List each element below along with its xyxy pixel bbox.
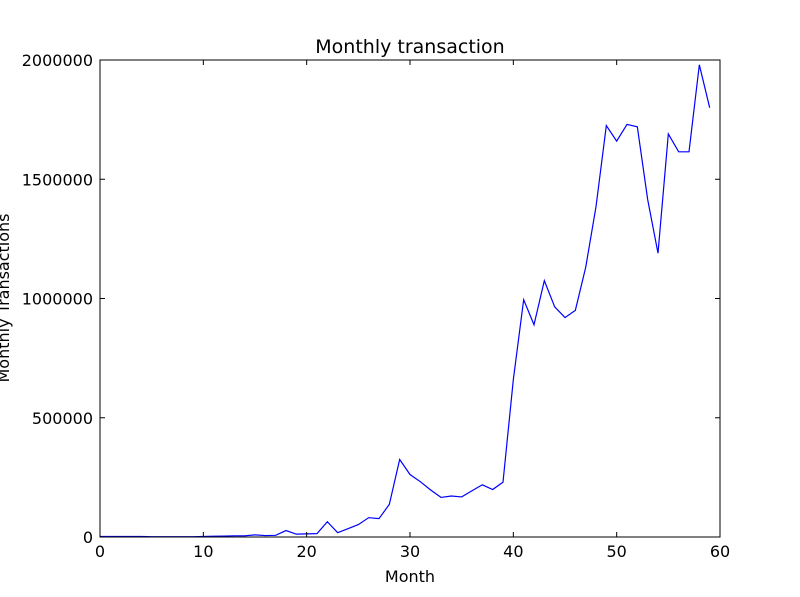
y-axis-ticks: 0 500000 1000000 1500000 2000000 [22, 51, 720, 547]
x-tick-label: 50 [606, 542, 626, 561]
y-tick-label: 1000000 [22, 290, 93, 309]
y-tick-label: 500000 [32, 409, 93, 428]
plot-area [99, 59, 721, 538]
x-tick-label: 10 [193, 542, 213, 561]
y-tick-label: 2000000 [22, 51, 93, 70]
x-tick-label: 30 [400, 542, 420, 561]
axes-frame [99, 59, 721, 538]
x-axis-ticks: 0 10 20 30 40 50 60 [95, 60, 730, 561]
chart-title: Monthly transaction [315, 36, 504, 58]
y-tick-label: 0 [83, 528, 93, 547]
y-axis-label: Monthly Transactions [0, 213, 13, 382]
x-tick-label: 40 [503, 542, 523, 561]
x-tick-label: 20 [296, 542, 316, 561]
y-tick-label: 1500000 [22, 170, 93, 189]
x-tick-label: 0 [95, 542, 105, 561]
x-tick-label: 60 [710, 542, 730, 561]
series-line-0 [100, 64, 711, 538]
x-axis-label: Month [385, 567, 435, 586]
